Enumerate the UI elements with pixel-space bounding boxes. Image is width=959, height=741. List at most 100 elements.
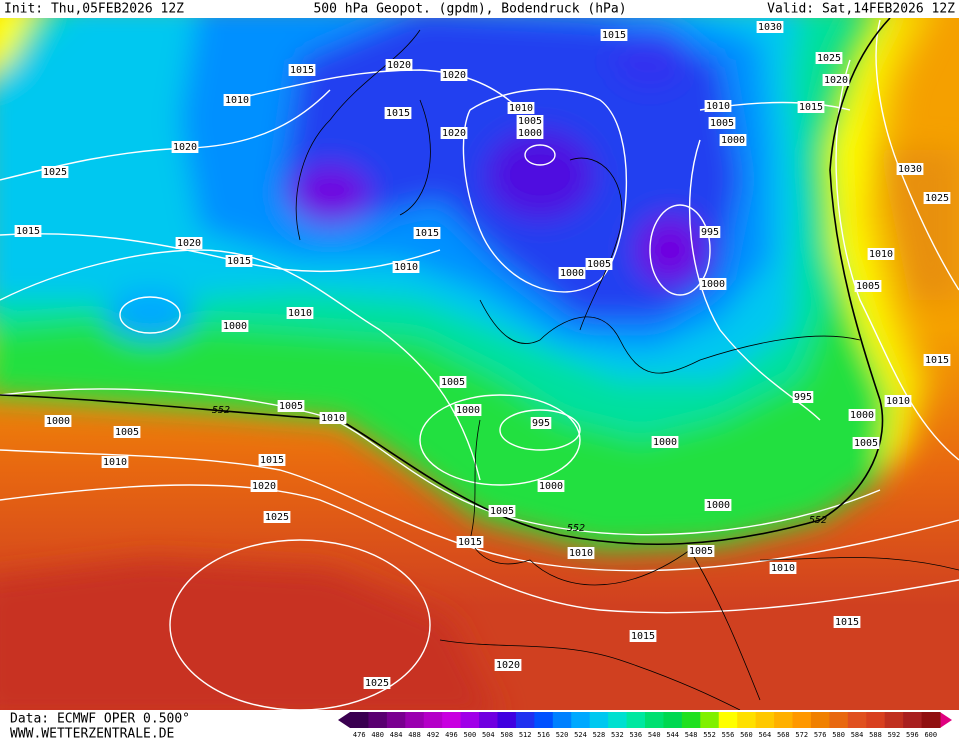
scale-label: 488: [408, 731, 421, 739]
scale-label: 544: [666, 731, 679, 739]
isobar-label: 1030: [758, 22, 782, 33]
scale-cell: [866, 712, 886, 728]
isobar-label: 1005: [854, 438, 878, 449]
label-box: [494, 659, 522, 671]
scale-label: 500: [464, 731, 477, 739]
scale-cell: [571, 712, 591, 728]
isobar-label: 1010: [288, 308, 312, 319]
scale-label: 516: [537, 731, 550, 739]
scale-cell: [608, 712, 628, 728]
scale-arrow-low: [338, 712, 350, 728]
scale-cell: [350, 712, 369, 728]
label-box: [439, 376, 467, 388]
label-box: [385, 59, 413, 71]
scale-cell: [718, 712, 738, 728]
label-box: [44, 415, 72, 427]
isobar-label: 1010: [103, 457, 127, 468]
isobar-label: 1010: [394, 262, 418, 273]
scale-cell: [497, 712, 517, 728]
label-box: [258, 454, 286, 466]
isobar-label: 1010: [886, 396, 910, 407]
color-scale: 476 480 484 488 492 496 500 504 508 512 516 520 524 5…: [338, 712, 952, 739]
scale-cell: [774, 712, 793, 728]
scale-cell: [589, 712, 609, 728]
scale-cell: [921, 712, 941, 728]
scale-cell: [829, 712, 849, 728]
label-box: [629, 630, 657, 642]
label-box: [923, 354, 951, 366]
isobar-label: 1010: [225, 95, 249, 106]
isobar-label: 1000: [223, 321, 247, 332]
contour-label: 552: [567, 523, 585, 534]
scale-cell: [700, 712, 720, 728]
isobar-label: 1010: [509, 103, 533, 114]
isobar-label: 1010: [706, 101, 730, 112]
isobar-labels: 1015 1020 1020 1015 1030 1025 1020 1010 1010 1005…: [14, 21, 951, 689]
scale-cell: [626, 712, 646, 728]
isobar-label: 1005: [710, 118, 734, 129]
isobar-label: 1010: [321, 413, 345, 424]
isobar-label: 1020: [387, 60, 411, 71]
scale-label: 524: [574, 731, 587, 739]
isobar-label: 1025: [265, 512, 289, 523]
scale-cell: [534, 712, 554, 728]
coastlines: [295, 29, 959, 710]
scale-label: 576: [814, 731, 827, 739]
label-box: [719, 134, 747, 146]
scale-label: 552: [703, 731, 716, 739]
website: WWW.WETTERZENTRALE.DE: [10, 727, 174, 741]
label-box: [822, 74, 850, 86]
label-box: [277, 400, 305, 412]
isobar-label: 1005: [441, 377, 465, 388]
isobar-label: 1030: [898, 164, 922, 175]
scale-cell: [810, 712, 830, 728]
scale-cell: [737, 712, 757, 728]
scale-label: 580: [832, 731, 845, 739]
label-box: [286, 307, 314, 319]
isobar-label: 1005: [490, 506, 514, 517]
isobar-label: 1020: [173, 142, 197, 153]
scale-label: 572: [795, 731, 808, 739]
label-box: [848, 409, 876, 421]
isobar-label: 1005: [279, 401, 303, 412]
scale-cell: [479, 712, 498, 728]
scale-cell: [423, 712, 443, 728]
label-box: [530, 417, 552, 429]
isobar-label: 1000: [518, 128, 542, 139]
scale-label: 480: [371, 731, 384, 739]
isobar-label: 1010: [569, 548, 593, 559]
label-box: [704, 100, 732, 112]
label-box: [384, 107, 412, 119]
isobar-label: 1025: [925, 193, 949, 204]
isobar-label: 1000: [706, 500, 730, 511]
scale-label: 512: [519, 731, 532, 739]
scale-arrow-high: [940, 712, 952, 728]
label-box: [101, 456, 129, 468]
isobar-label: 1015: [458, 537, 482, 548]
isobar-label: 995: [701, 227, 719, 238]
label-box: [288, 64, 316, 76]
isobar-label: 1015: [835, 617, 859, 628]
label-box: [250, 480, 278, 492]
scale-label: 484: [390, 731, 403, 739]
isobar-label: 1020: [496, 660, 520, 671]
isobar-label: 1020: [442, 128, 466, 139]
isobar-label: 1005: [689, 546, 713, 557]
scale-cell: [442, 712, 462, 728]
map-title: 500 hPa Geopot. (gpdm), Bodendruck (hPa): [313, 2, 626, 17]
scale-cell: [903, 712, 923, 728]
label-box: [113, 426, 141, 438]
contour-label: 552: [809, 515, 827, 526]
label-box: [392, 261, 420, 273]
map-field: 1015 1020 1020 1015 1030 1025 1020 1010 1010 1005…: [0, 18, 959, 710]
isobar-label: 1020: [252, 481, 276, 492]
scale-label: 536: [629, 731, 642, 739]
label-box: [896, 163, 924, 175]
label-box: [815, 52, 843, 64]
isobar-label: 1000: [539, 481, 563, 492]
isobar-label: 1015: [602, 30, 626, 41]
scale-label: 564: [759, 731, 772, 739]
label-box: [687, 545, 715, 557]
isobar-label: 1015: [290, 65, 314, 76]
